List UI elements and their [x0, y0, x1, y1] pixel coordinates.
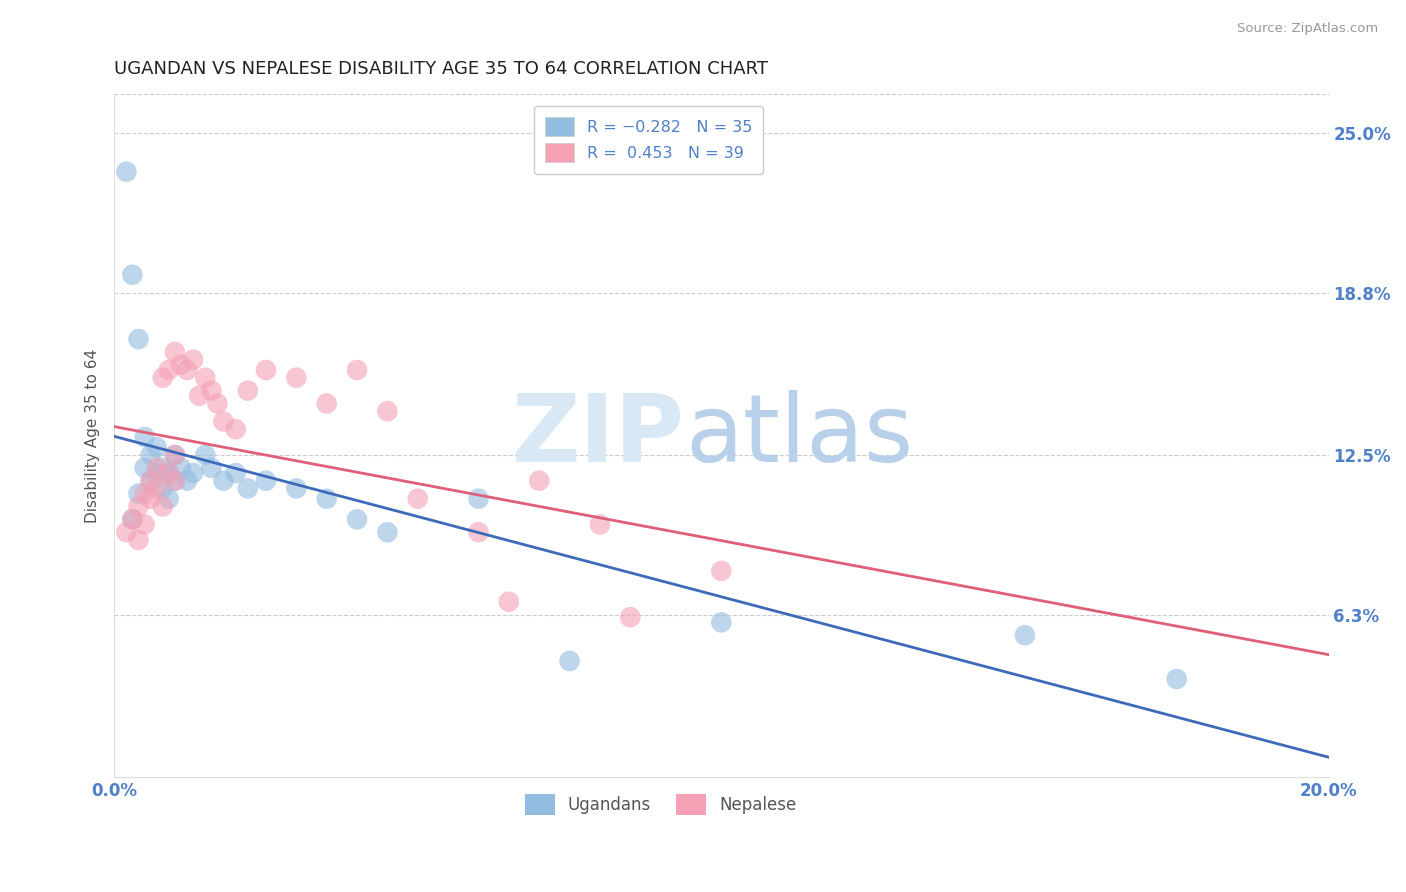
Point: [127, 533, 149, 547]
Point: [157, 363, 180, 377]
Point: [254, 363, 277, 377]
Point: [225, 466, 247, 480]
Point: [558, 654, 581, 668]
Point: [200, 460, 222, 475]
Point: [170, 460, 193, 475]
Point: [145, 482, 167, 496]
Point: [207, 396, 229, 410]
Point: [127, 500, 149, 514]
Point: [589, 517, 612, 532]
Point: [127, 332, 149, 346]
Point: [152, 460, 174, 475]
Point: [194, 448, 217, 462]
Point: [236, 482, 259, 496]
Point: [225, 422, 247, 436]
Point: [467, 525, 489, 540]
Point: [163, 474, 186, 488]
Point: [134, 486, 156, 500]
Point: [346, 512, 368, 526]
Point: [315, 491, 337, 506]
Point: [1166, 672, 1188, 686]
Point: [145, 440, 167, 454]
Legend: Ugandans, Nepalese: Ugandans, Nepalese: [516, 786, 806, 823]
Point: [157, 466, 180, 480]
Text: Source: ZipAtlas.com: Source: ZipAtlas.com: [1237, 22, 1378, 36]
Point: [212, 415, 235, 429]
Point: [134, 430, 156, 444]
Point: [163, 474, 186, 488]
Point: [176, 363, 198, 377]
Point: [121, 268, 143, 282]
Point: [163, 345, 186, 359]
Point: [710, 564, 733, 578]
Point: [152, 482, 174, 496]
Point: [467, 491, 489, 506]
Point: [139, 474, 162, 488]
Point: [176, 474, 198, 488]
Point: [139, 448, 162, 462]
Point: [710, 615, 733, 630]
Text: atlas: atlas: [685, 390, 912, 482]
Point: [170, 358, 193, 372]
Point: [163, 448, 186, 462]
Point: [1014, 628, 1036, 642]
Text: ZIP: ZIP: [512, 390, 685, 482]
Point: [139, 474, 162, 488]
Point: [529, 474, 551, 488]
Point: [134, 460, 156, 475]
Point: [152, 370, 174, 384]
Point: [121, 512, 143, 526]
Point: [236, 384, 259, 398]
Text: UGANDAN VS NEPALESE DISABILITY AGE 35 TO 64 CORRELATION CHART: UGANDAN VS NEPALESE DISABILITY AGE 35 TO…: [114, 60, 768, 78]
Point: [181, 466, 204, 480]
Point: [346, 363, 368, 377]
Point: [212, 474, 235, 488]
Point: [377, 404, 399, 418]
Point: [181, 352, 204, 367]
Point: [315, 396, 337, 410]
Point: [619, 610, 641, 624]
Point: [145, 460, 167, 475]
Point: [139, 491, 162, 506]
Point: [127, 486, 149, 500]
Point: [406, 491, 429, 506]
Point: [152, 500, 174, 514]
Point: [285, 370, 308, 384]
Point: [157, 491, 180, 506]
Point: [115, 525, 138, 540]
Point: [498, 595, 520, 609]
Point: [377, 525, 399, 540]
Point: [163, 448, 186, 462]
Point: [200, 384, 222, 398]
Point: [157, 466, 180, 480]
Point: [121, 512, 143, 526]
Point: [188, 389, 211, 403]
Point: [134, 517, 156, 532]
Point: [254, 474, 277, 488]
Y-axis label: Disability Age 35 to 64: Disability Age 35 to 64: [86, 349, 100, 523]
Point: [145, 466, 167, 480]
Point: [115, 164, 138, 178]
Point: [194, 370, 217, 384]
Point: [285, 482, 308, 496]
